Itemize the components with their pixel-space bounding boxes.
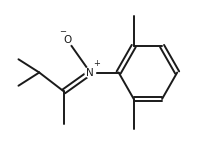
Text: +: + <box>93 59 100 68</box>
Text: −: − <box>59 27 66 36</box>
Circle shape <box>85 67 95 78</box>
Text: O: O <box>63 35 71 45</box>
Circle shape <box>62 35 73 46</box>
Text: N: N <box>86 68 94 77</box>
